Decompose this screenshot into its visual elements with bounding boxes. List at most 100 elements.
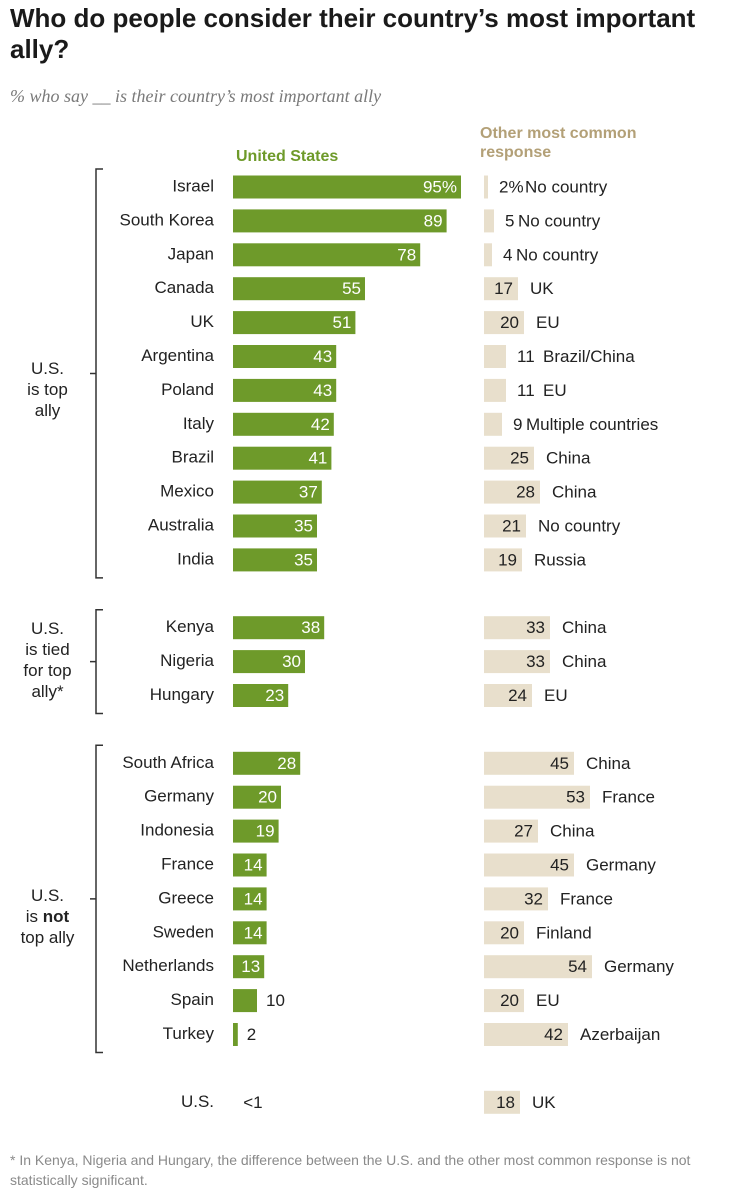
other-name-poland: EU — [543, 381, 567, 400]
country-label-japan: Japan — [168, 244, 214, 263]
other-value-mexico: 28 — [516, 483, 535, 502]
other-bar-mexico — [484, 480, 540, 504]
us-bar-kenya — [233, 616, 325, 640]
other-name-canada: UK — [530, 279, 554, 298]
us-bar-uk — [233, 311, 356, 335]
other-bar-uk — [484, 311, 524, 335]
bracket-tied — [90, 608, 103, 715]
us-bar-italy — [233, 412, 334, 436]
us-value-israel: 95% — [423, 177, 457, 196]
other-name-netherlands: Germany — [604, 957, 674, 976]
us-value-mexico: 37 — [299, 483, 318, 502]
other-name-italy: Multiple countries — [526, 415, 658, 434]
other-name-australia: No country — [538, 516, 621, 535]
us-bar-indonesia — [233, 819, 279, 843]
us-bar-south-africa — [233, 751, 301, 775]
other-name-mexico: China — [552, 483, 597, 502]
other-name-kenya: China — [562, 618, 607, 637]
other-value-canada: 17 — [494, 279, 513, 298]
other-bar-poland — [484, 378, 506, 402]
other-value-indonesia: 27 — [514, 822, 533, 841]
other-name-uk: EU — [536, 313, 560, 332]
country-label-south-korea: South Korea — [119, 210, 214, 229]
other-value-germany: 53 — [566, 788, 585, 807]
other-bar-italy — [484, 412, 502, 436]
group-not-line3: top ally — [20, 928, 75, 947]
other-bar-india — [484, 548, 522, 572]
country-label-india: India — [177, 549, 214, 568]
other-value-greece: 32 — [524, 889, 543, 908]
other-bar-israel — [484, 175, 488, 199]
us-value-u-s-: <1 — [243, 1093, 262, 1112]
group-tied-line1: U.S. — [30, 619, 65, 638]
us-value-kenya: 38 — [301, 618, 320, 637]
other-name-india: Russia — [534, 550, 587, 569]
us-column-header: United States — [236, 148, 339, 165]
other-bar-canada — [484, 277, 518, 301]
other-name-israel: No country — [525, 177, 608, 196]
country-label-israel: Israel — [172, 176, 214, 195]
other-bar-argentina — [484, 345, 506, 368]
us-bar-greece — [233, 887, 267, 911]
other-bar-australia — [484, 514, 526, 538]
other-name-hungary: EU — [544, 686, 568, 705]
other-bar-south-africa — [484, 751, 574, 775]
country-label-italy: Italy — [183, 414, 215, 433]
group-top-line3: ally — [34, 401, 61, 420]
other-value-israel: 2% — [499, 177, 524, 196]
country-label-canada: Canada — [154, 278, 214, 297]
us-bar-sweden — [233, 921, 267, 945]
bracket-top-ally — [90, 168, 103, 579]
group-top-line2: is top — [27, 380, 68, 399]
other-name-u-s-: UK — [532, 1093, 556, 1112]
us-bar-argentina — [233, 345, 337, 368]
country-label-uk: UK — [190, 312, 214, 331]
us-value-france: 14 — [244, 855, 263, 874]
group-tied-line3: for top — [23, 661, 72, 680]
other-bar-greece — [484, 887, 548, 911]
other-bar-brazil — [484, 446, 534, 470]
us-value-uk: 51 — [332, 313, 351, 332]
other-name-japan: No country — [516, 245, 599, 264]
country-label-kenya: Kenya — [166, 617, 215, 636]
country-label-greece: Greece — [158, 888, 214, 907]
country-label-poland: Poland — [161, 380, 214, 399]
us-bar-spain — [233, 989, 257, 1013]
country-label-u-s-: U.S. — [181, 1092, 214, 1111]
other-bar-south-korea — [484, 209, 494, 233]
other-bar-nigeria — [484, 650, 550, 674]
us-value-netherlands: 13 — [241, 957, 260, 976]
other-value-india: 19 — [498, 550, 517, 569]
country-label-mexico: Mexico — [160, 482, 214, 501]
group-tied-line4: ally* — [31, 682, 64, 701]
country-label-sweden: Sweden — [153, 922, 214, 941]
us-value-argentina: 43 — [313, 347, 332, 366]
other-bar-netherlands — [484, 955, 592, 979]
us-value-greece: 14 — [244, 889, 263, 908]
other-value-kenya: 33 — [526, 618, 545, 637]
other-value-nigeria: 33 — [526, 652, 545, 671]
us-value-south-africa: 28 — [277, 754, 296, 773]
other-value-spain: 20 — [500, 991, 519, 1010]
us-bar-australia — [233, 514, 317, 538]
other-value-south-korea: 5 — [505, 211, 514, 230]
other-name-argentina: Brazil/China — [543, 347, 635, 366]
country-label-germany: Germany — [144, 787, 214, 806]
country-label-nigeria: Nigeria — [160, 651, 214, 670]
other-bar-france — [484, 853, 574, 877]
other-value-sweden: 20 — [500, 923, 519, 942]
group-not-line2: is not — [10, 906, 85, 927]
us-value-australia: 35 — [294, 516, 313, 535]
us-value-poland: 43 — [313, 381, 332, 400]
other-name-indonesia: China — [550, 822, 595, 841]
us-bar-japan — [233, 243, 421, 267]
other-bar-germany — [484, 785, 590, 809]
other-value-netherlands: 54 — [568, 957, 587, 976]
other-bar-hungary — [484, 684, 532, 707]
other-bar-indonesia — [484, 819, 538, 843]
other-name-nigeria: China — [562, 652, 607, 671]
us-bar-nigeria — [233, 650, 305, 674]
group-not-line2-pre: is — [25, 907, 39, 926]
other-value-japan: 4 — [503, 245, 512, 264]
other-value-brazil: 25 — [510, 449, 529, 468]
